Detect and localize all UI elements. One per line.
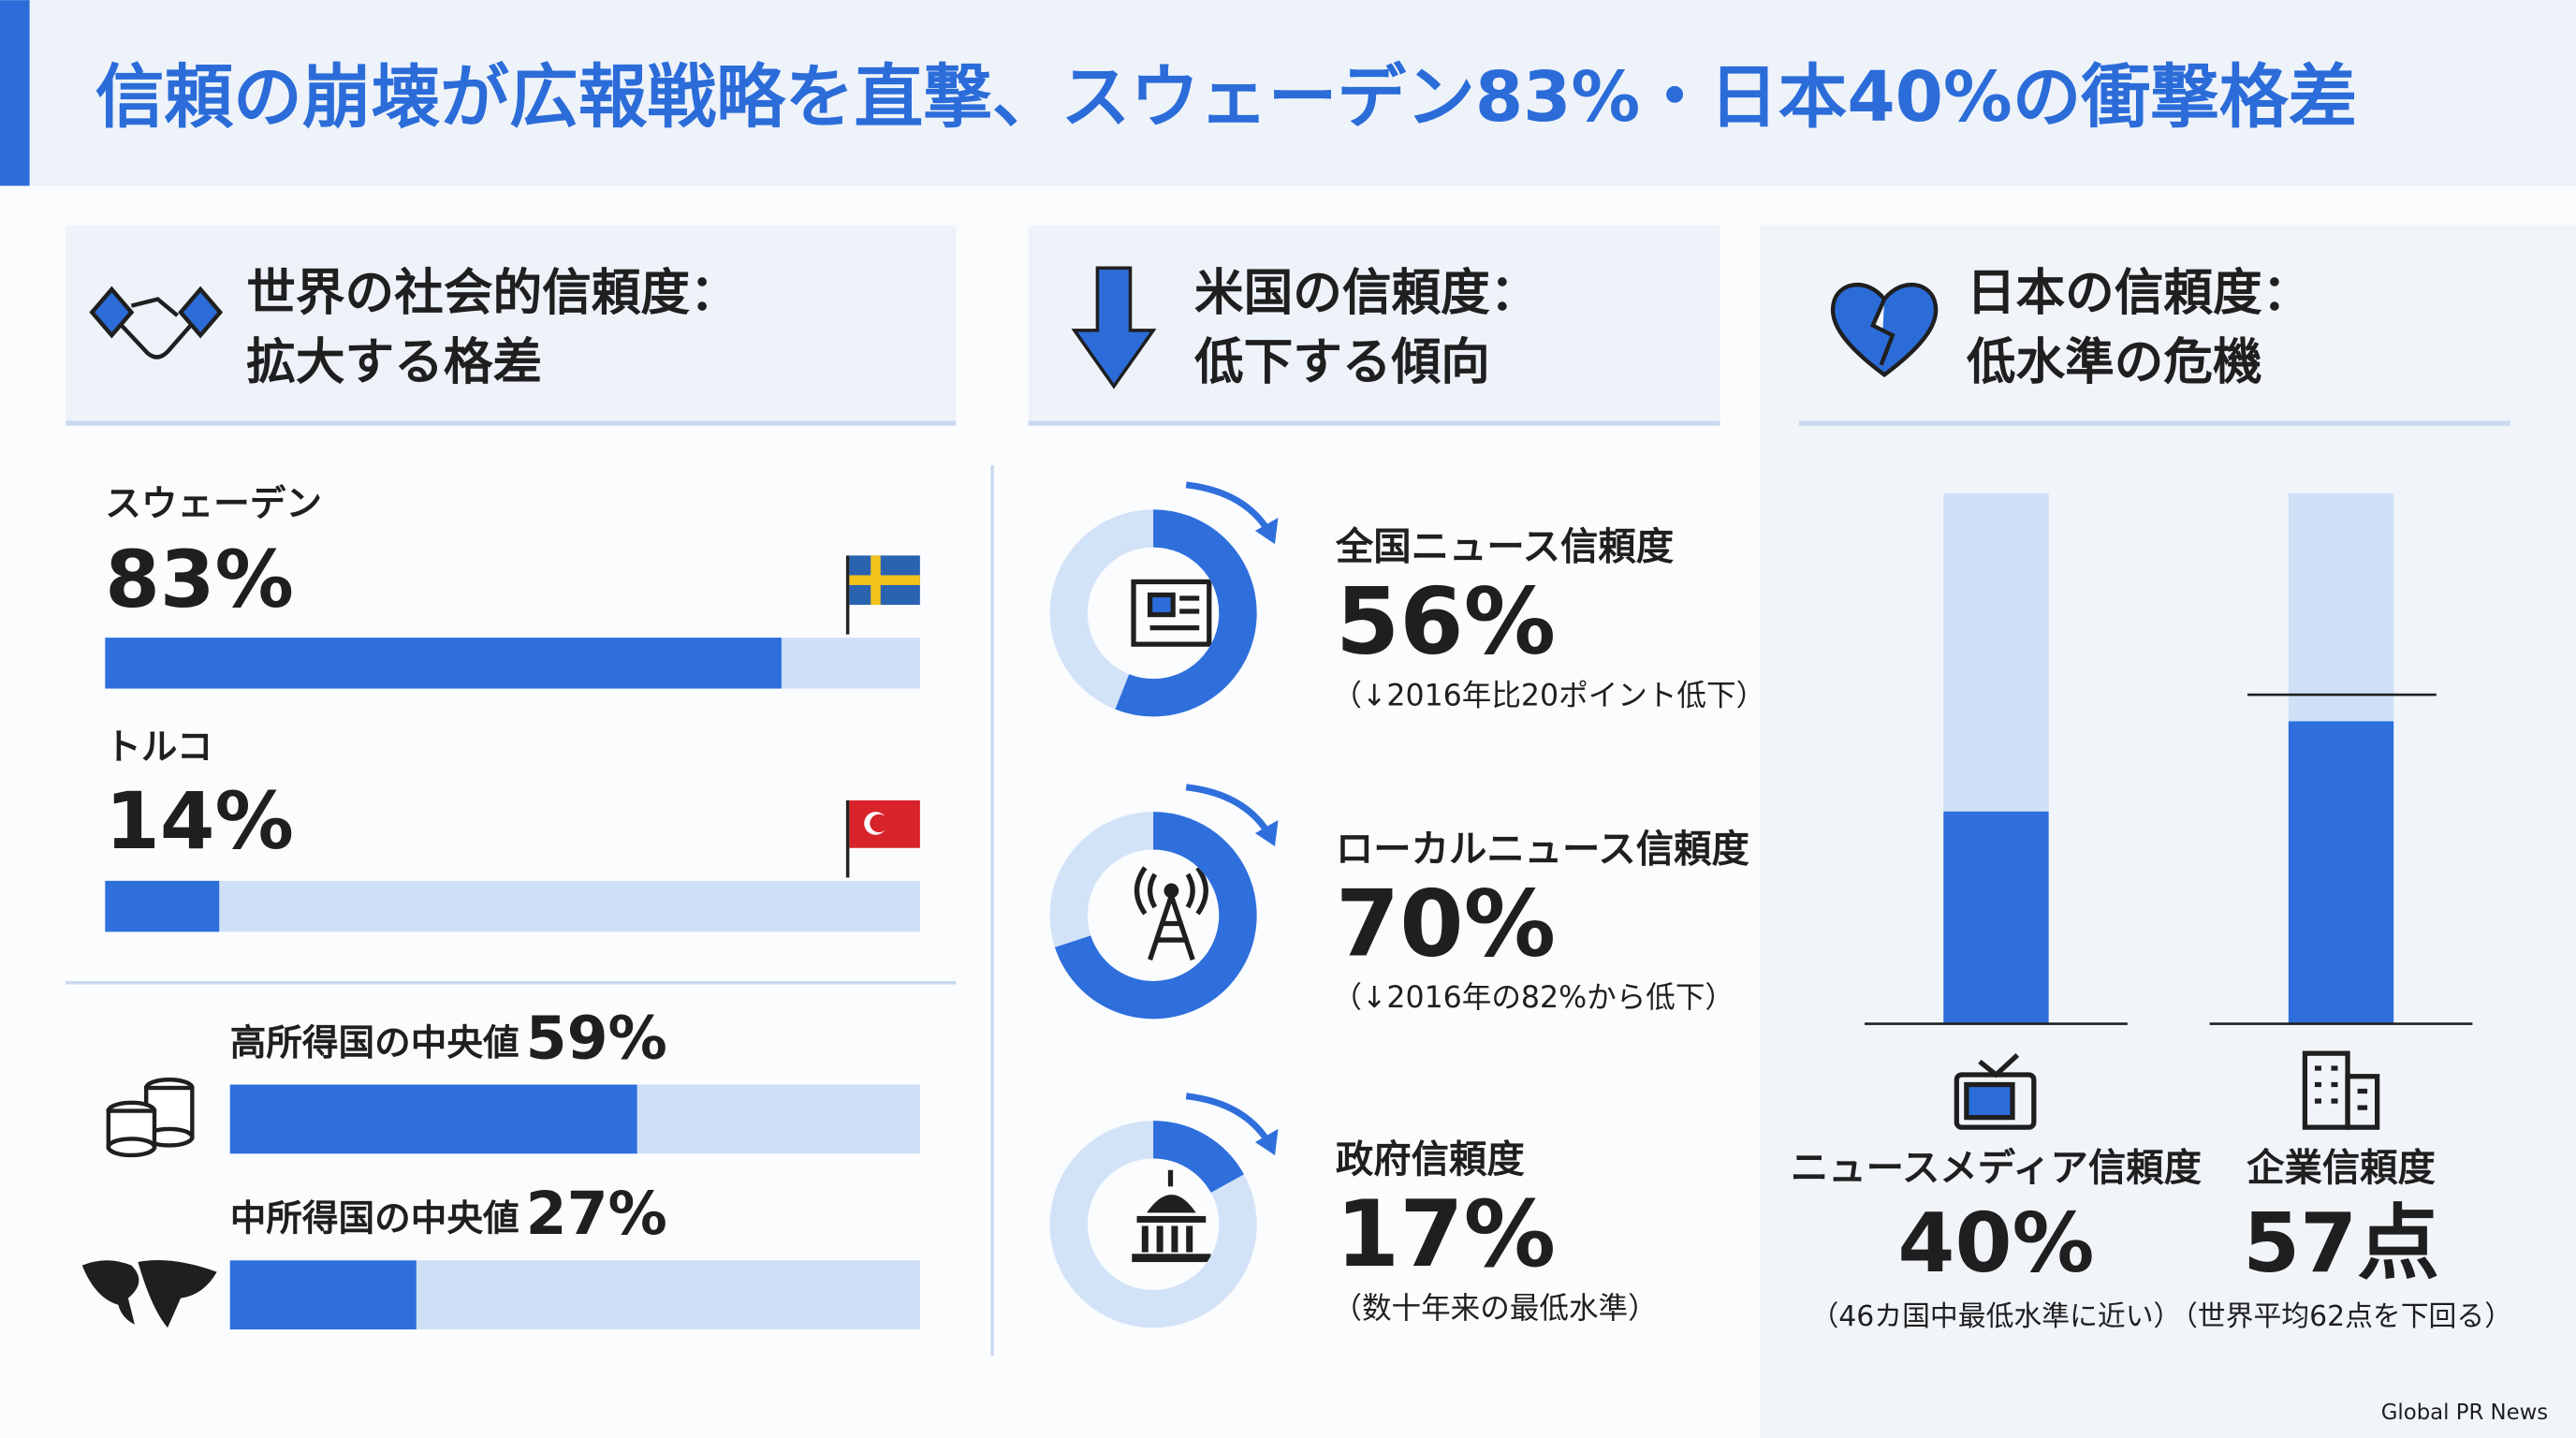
bar-track [105, 880, 920, 932]
bar [229, 1260, 417, 1330]
antenna-icon [1134, 866, 1208, 961]
item-note: （↓2016年の82%から低下） [1332, 981, 1734, 1015]
donut-segment [1152, 1121, 1244, 1194]
arrow-head [1254, 1128, 1279, 1155]
item-name: 政府信頼度 [1336, 1137, 1525, 1181]
bar [1943, 811, 2049, 1024]
government-icon [1132, 1169, 1211, 1263]
source: Global PR News [2381, 1401, 2548, 1425]
title: 信頼の崩壊が広報戦略を直撃、スウェーデン83%・日本40%の衝撃格差 [95, 58, 2358, 138]
sweden-flag [845, 555, 920, 635]
heading: 低下する傾向 [1194, 333, 1490, 390]
broken-heart-icon [1830, 283, 1939, 378]
curved-arrow [1185, 784, 1271, 835]
bar-name: 企業信頼度 [2247, 1146, 2436, 1190]
item-value: 17% [1336, 1181, 1556, 1288]
income-name: 中所得国の中央値 [230, 1198, 520, 1240]
country-value: 14% [105, 775, 294, 867]
panel-heading-bg [66, 225, 957, 424]
handshake-icon [89, 286, 224, 360]
heading: 日本の信頼度： [1967, 265, 2311, 322]
item-value: 70% [1336, 871, 1556, 977]
item-value: 56% [1336, 568, 1556, 675]
coins-icon [106, 1078, 195, 1158]
header-band [0, 0, 2576, 186]
item-name: 全国ニュース信頼度 [1335, 524, 1675, 568]
bar [2288, 721, 2394, 1024]
bar-note: （世界平均62点を下回る） [2170, 1300, 2512, 1333]
income-name: 高所得国の中央値 [230, 1022, 520, 1064]
country-name: トルコ [105, 726, 212, 769]
donut-segment [1115, 509, 1257, 717]
donut-segment [1054, 812, 1257, 1020]
newspaper-icon [1131, 579, 1212, 647]
underline [1798, 420, 2510, 426]
down-arrow-icon [1071, 266, 1157, 389]
item-note: （↓2016年比20ポイント低下） [1332, 679, 1765, 712]
building-icon [2302, 1050, 2380, 1130]
underline [1028, 420, 1720, 426]
curved-arrow [1185, 1093, 1271, 1144]
heading: 世界の社会的信頼度： [246, 265, 739, 322]
bar-note: （46カ国中最低水準に近い） [1810, 1300, 2181, 1333]
header-accent [0, 0, 30, 186]
heading: 低水準の危機 [1967, 333, 2262, 390]
world-map-icon [81, 1260, 217, 1328]
item-name: ローカルニュース信頼度 [1336, 827, 1750, 871]
bar [105, 880, 220, 932]
bar [229, 1084, 637, 1154]
underline [66, 420, 957, 426]
bar [105, 638, 782, 689]
bar-name: ニュースメディア信頼度 [1791, 1146, 2203, 1190]
curved-arrow [1185, 481, 1271, 533]
heading: 米国の信頼度： [1194, 265, 1539, 322]
tv-icon [1954, 1052, 2037, 1130]
income-value: 59% [526, 1003, 667, 1072]
bar-value: 57点 [2243, 1196, 2439, 1291]
arrow-head [1254, 518, 1279, 545]
panel-heading-bg [1028, 225, 1720, 424]
japan-panel-bg [1759, 225, 2576, 1438]
heading: 拡大する格差 [246, 333, 542, 390]
country-name: スウェーデン [105, 483, 322, 525]
arrow-head [1254, 819, 1279, 847]
bar-value: 40% [1897, 1196, 2094, 1291]
income-value: 27% [526, 1179, 667, 1248]
turkey-flag [845, 800, 920, 878]
item-note: （数十年来の最低水準） [1332, 1292, 1657, 1326]
country-value: 83% [105, 534, 294, 625]
